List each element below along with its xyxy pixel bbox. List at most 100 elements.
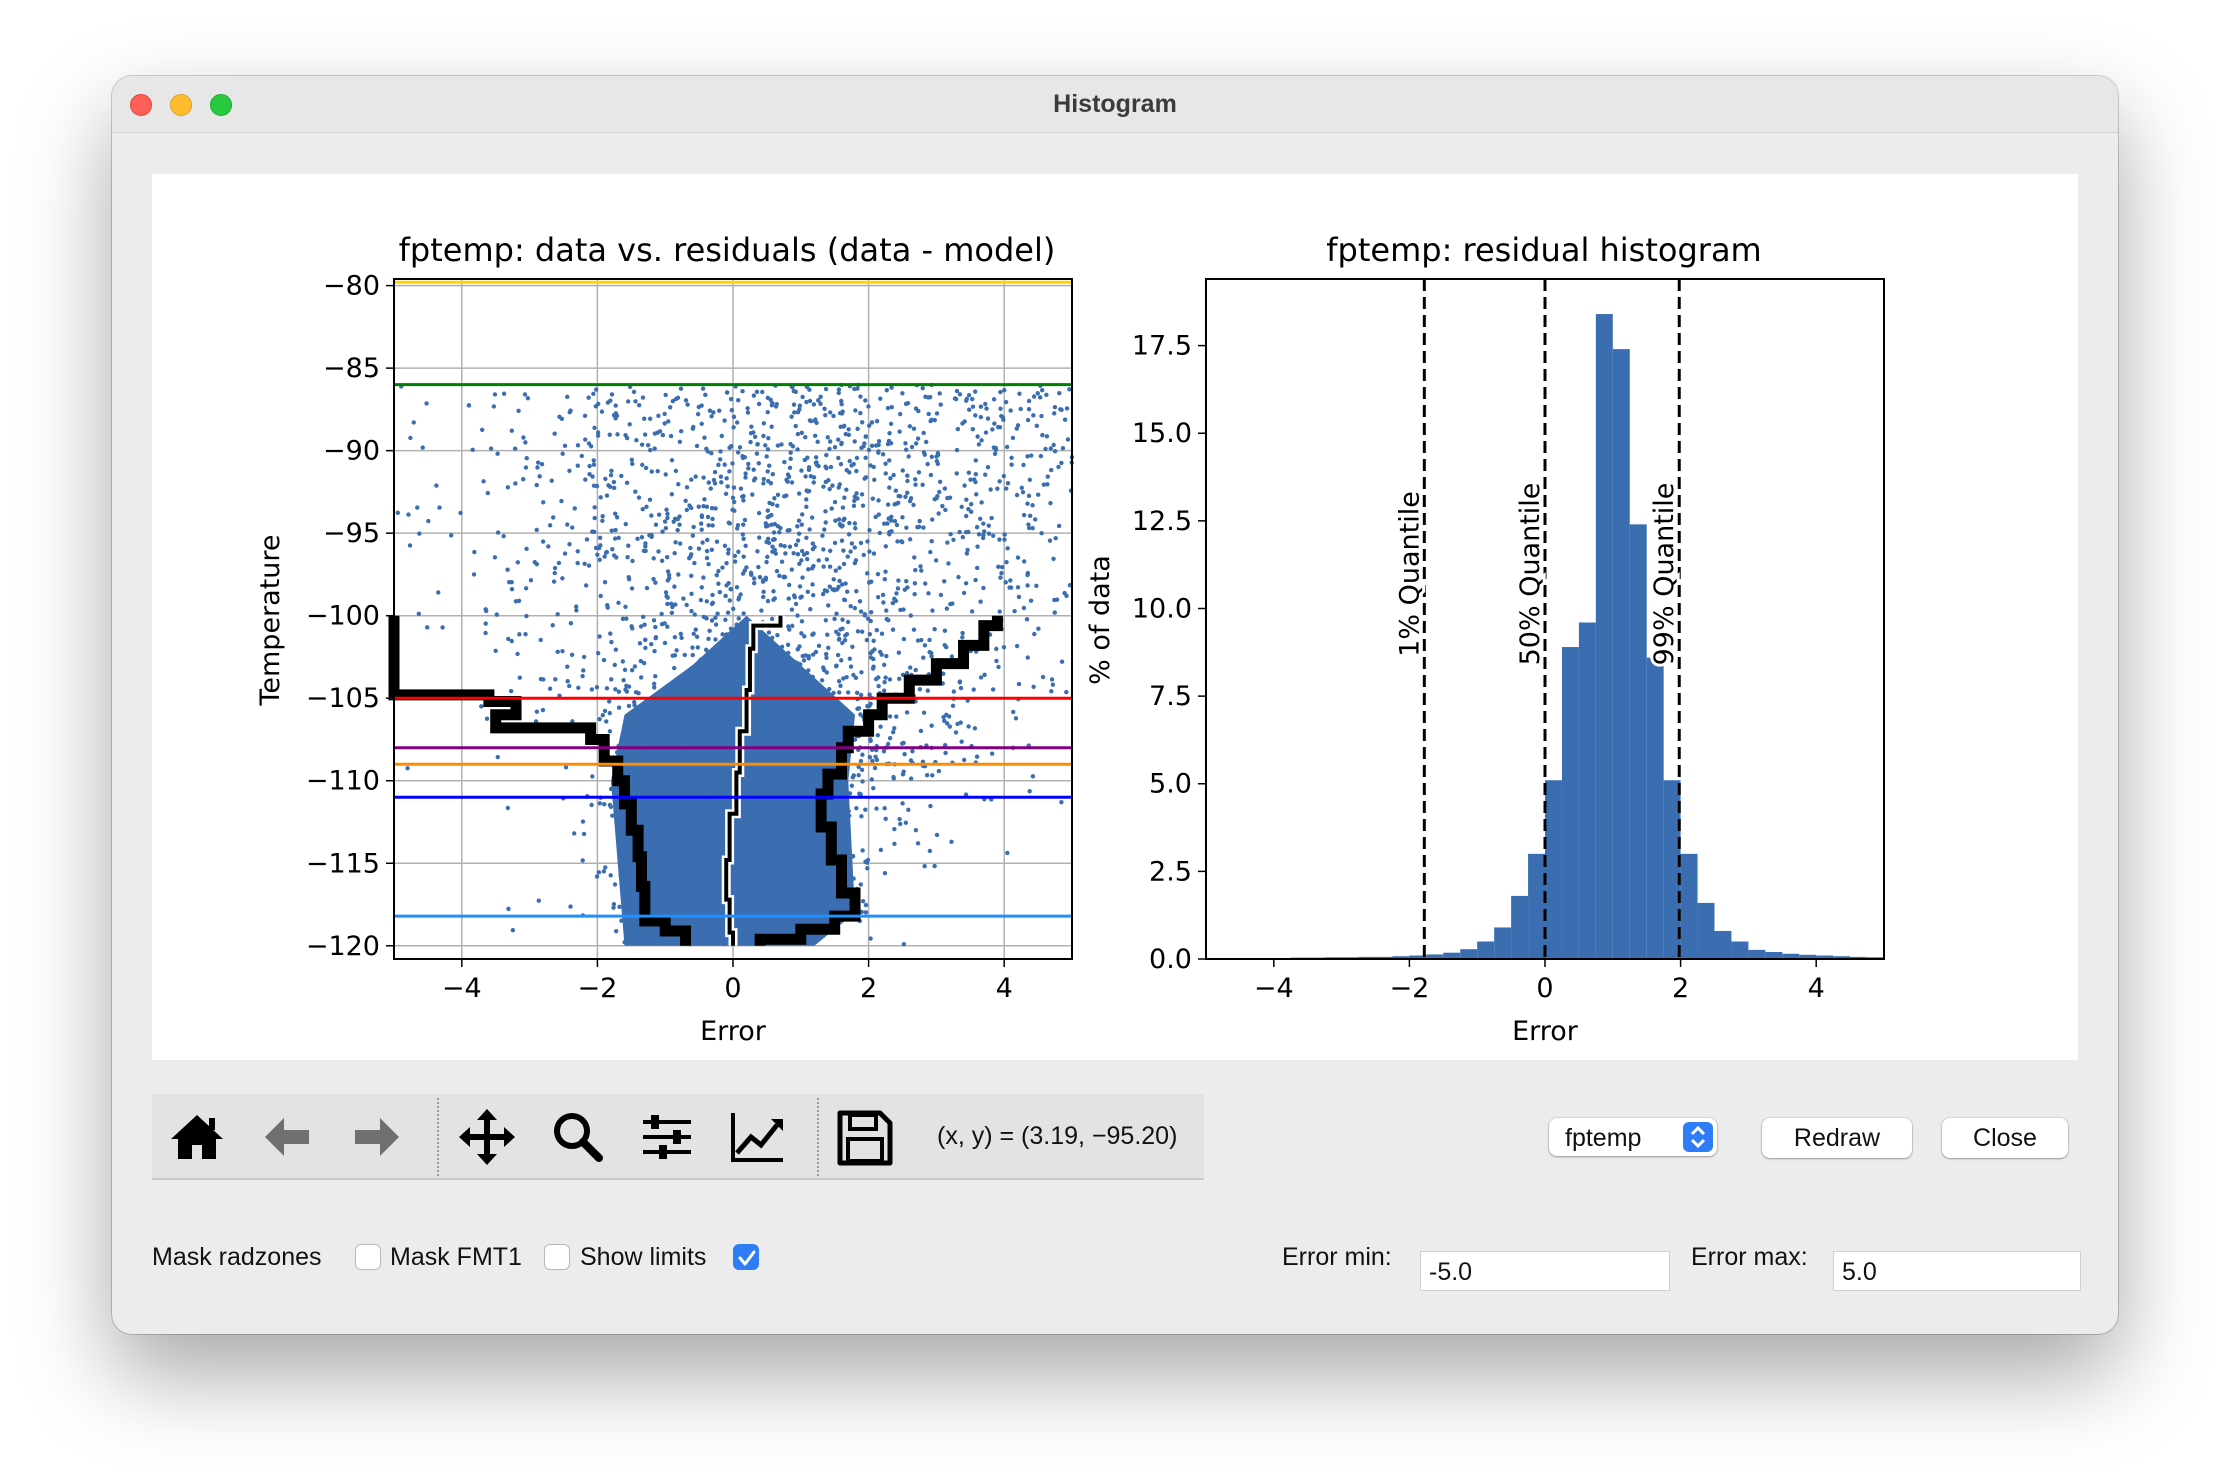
scatter-point [1005, 850, 1010, 856]
scatter-point [830, 483, 835, 488]
scatter-point [1025, 570, 1031, 576]
home-icon [171, 1115, 223, 1159]
scatter-point [1030, 774, 1036, 779]
scatter-point [651, 576, 656, 582]
scatter-point [712, 897, 718, 902]
scatter-point [966, 392, 972, 398]
scatter-point [671, 876, 677, 881]
scatter-point [479, 427, 485, 432]
scatter-point [665, 764, 670, 770]
x-tick-label: 0 [1536, 973, 1553, 1004]
scatter-point [963, 398, 969, 403]
scatter-point [684, 602, 689, 608]
pan-button[interactable] [457, 1107, 517, 1167]
scatter-point [884, 608, 889, 613]
scatter-point [733, 644, 739, 649]
scatter-point [737, 703, 742, 709]
scatter-point [918, 728, 924, 734]
scatter-point [973, 479, 978, 485]
scatter-point [597, 801, 603, 806]
scatter-point [1067, 387, 1072, 392]
scatter-point [887, 485, 892, 490]
scatter-point [833, 568, 838, 573]
scatter-point [820, 591, 826, 597]
show-limits-checkbox[interactable] [733, 1244, 759, 1270]
scatter-point [1003, 580, 1008, 585]
scatter-point [495, 754, 500, 760]
scatter-point [826, 645, 831, 651]
scatter-point [682, 690, 687, 695]
scatter-point [773, 776, 779, 781]
mask-fmt1-checkbox[interactable] [544, 1244, 570, 1270]
scatter-point [841, 676, 846, 681]
scatter-point [926, 591, 931, 596]
scatter-point [676, 714, 681, 719]
scatter-point [990, 687, 996, 692]
error-min-field[interactable]: -5.0 [1420, 1251, 1670, 1291]
scatter-point [711, 410, 716, 415]
scatter-point [1012, 609, 1017, 614]
minimize-window-button[interactable] [170, 94, 192, 116]
scatter-point [799, 901, 804, 907]
scatter-point [852, 560, 858, 566]
scatter-point [716, 581, 721, 586]
scatter-point [957, 680, 963, 685]
figure-canvas[interactable]: fptemp: data vs. residuals (data - model… [152, 174, 2078, 1060]
scatter-point [624, 722, 629, 727]
scatter-point [1008, 408, 1013, 413]
redraw-button[interactable]: Redraw [1762, 1118, 1912, 1158]
scatter-point [649, 732, 654, 738]
scatter-x-label: Error [700, 1016, 767, 1047]
scatter-point [774, 568, 780, 574]
home-button[interactable] [167, 1107, 227, 1167]
scatter-point [698, 921, 704, 927]
close-button[interactable]: Close [1942, 1118, 2068, 1158]
scatter-point [858, 692, 864, 698]
scatter-point [770, 471, 775, 477]
scatter-point [820, 886, 825, 891]
scatter-point [656, 791, 661, 796]
scatter-point [986, 531, 992, 536]
maximize-window-button[interactable] [210, 94, 232, 116]
scatter-point [815, 756, 821, 762]
scatter-point [913, 667, 918, 673]
scatter-point [912, 591, 917, 597]
scatter-point [665, 569, 671, 574]
back-button[interactable] [257, 1107, 317, 1167]
scatter-point [974, 754, 980, 759]
zoom-button[interactable] [547, 1107, 607, 1167]
quantile-label: 99% Quantile [1649, 483, 1680, 666]
scatter-point [745, 804, 750, 809]
scatter-point [810, 674, 816, 680]
scatter-point [643, 465, 649, 471]
scatter-point [743, 891, 748, 897]
scatter-point [954, 388, 960, 394]
scatter-point [770, 826, 776, 831]
close-window-button[interactable] [130, 94, 152, 116]
scatter-point [937, 479, 943, 484]
scatter-point [704, 446, 709, 452]
scatter-point [665, 578, 670, 583]
scatter-point [1051, 442, 1056, 448]
edit-axis-button[interactable] [727, 1107, 787, 1167]
scatter-point [697, 845, 702, 850]
scatter-point [691, 631, 696, 637]
scatter-point [713, 615, 718, 620]
error-max-field[interactable]: 5.0 [1833, 1251, 2081, 1291]
scatter-point [818, 844, 823, 849]
scatter-point [764, 539, 769, 545]
histogram-bar [1511, 895, 1529, 959]
scatter-point [804, 679, 810, 684]
save-button[interactable] [834, 1107, 894, 1167]
mask-radzones-checkbox[interactable] [355, 1244, 381, 1270]
scatter-point [745, 787, 751, 793]
scatter-point [605, 605, 610, 610]
configure-subplots-button[interactable] [637, 1107, 697, 1167]
scatter-point [819, 678, 825, 683]
scatter-point [644, 504, 649, 509]
scatter-point [903, 441, 908, 446]
title-bar: Histogram [112, 76, 2118, 133]
scatter-point [653, 768, 658, 774]
msid-select[interactable]: fptemp [1549, 1118, 1717, 1156]
forward-button[interactable] [347, 1107, 407, 1167]
